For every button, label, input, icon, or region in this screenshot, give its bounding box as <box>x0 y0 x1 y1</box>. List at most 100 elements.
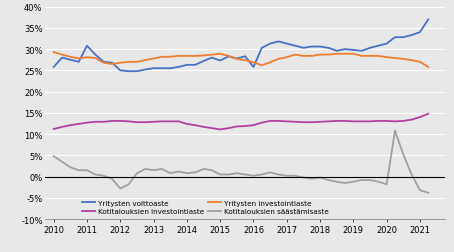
Yritysten voittoaste <box>151 68 156 71</box>
Kotitalouksien investointiaste <box>84 122 90 125</box>
Yritysten voittoaste <box>234 58 240 61</box>
Kotitalouksien investointiaste <box>259 122 265 125</box>
Kotitalouksien säästämisaste <box>118 187 123 190</box>
Kotitalouksien säästämisaste <box>375 180 381 183</box>
Yritysten investointiaste <box>359 55 365 58</box>
Yritysten investointiaste <box>251 61 256 65</box>
Yritysten investointiaste <box>118 62 123 65</box>
Kotitalouksien säästämisaste <box>151 169 156 172</box>
Legend: Yritysten voittoaste, Kotitalouksien investointiaste, Yritysten investointiaste,: Yritysten voittoaste, Kotitalouksien inv… <box>81 199 331 216</box>
Kotitalouksien investointiaste <box>226 127 231 130</box>
Kotitalouksien investointiaste <box>118 120 123 123</box>
Kotitalouksien säästämisaste <box>251 175 256 178</box>
Yritysten voittoaste <box>392 37 398 40</box>
Yritysten voittoaste <box>326 47 331 50</box>
Yritysten voittoaste <box>301 47 306 50</box>
Kotitalouksien investointiaste <box>367 120 373 123</box>
Yritysten investointiaste <box>392 57 398 60</box>
Yritysten investointiaste <box>151 58 156 61</box>
Yritysten voittoaste <box>51 66 56 69</box>
Kotitalouksien säästämisaste <box>409 173 415 176</box>
Yritysten investointiaste <box>51 51 56 54</box>
Yritysten investointiaste <box>259 65 265 68</box>
Yritysten investointiaste <box>267 61 273 65</box>
Kotitalouksien säästämisaste <box>51 155 56 158</box>
Yritysten investointiaste <box>159 56 165 59</box>
Yritysten investointiaste <box>226 55 231 58</box>
Kotitalouksien säästämisaste <box>143 168 148 171</box>
Yritysten voittoaste <box>350 49 356 52</box>
Yritysten investointiaste <box>184 55 190 58</box>
Kotitalouksien investointiaste <box>184 123 190 126</box>
Kotitalouksien investointiaste <box>267 120 273 123</box>
Yritysten voittoaste <box>292 45 298 48</box>
Kotitalouksien säästämisaste <box>276 173 281 176</box>
Yritysten voittoaste <box>159 68 165 71</box>
Kotitalouksien säästämisaste <box>242 173 248 176</box>
Yritysten voittoaste <box>59 57 65 60</box>
Kotitalouksien säästämisaste <box>284 175 290 178</box>
Yritysten voittoaste <box>201 60 206 63</box>
Yritysten voittoaste <box>226 56 231 59</box>
Yritysten investointiaste <box>176 55 181 58</box>
Line: Kotitalouksien investointiaste: Kotitalouksien investointiaste <box>54 114 428 130</box>
Yritysten investointiaste <box>76 58 81 61</box>
Kotitalouksien säästämisaste <box>417 189 423 192</box>
Yritysten investointiaste <box>417 61 423 64</box>
Yritysten voittoaste <box>76 61 81 64</box>
Kotitalouksien investointiaste <box>326 120 331 123</box>
Yritysten investointiaste <box>242 59 248 62</box>
Yritysten voittoaste <box>367 47 373 50</box>
Yritysten voittoaste <box>425 19 431 22</box>
Yritysten investointiaste <box>59 54 65 57</box>
Kotitalouksien investointiaste <box>425 113 431 116</box>
Yritysten investointiaste <box>425 66 431 69</box>
Kotitalouksien säästämisaste <box>126 183 131 186</box>
Kotitalouksien investointiaste <box>109 120 115 123</box>
Yritysten voittoaste <box>259 47 265 50</box>
Yritysten voittoaste <box>217 60 223 63</box>
Yritysten voittoaste <box>93 54 98 57</box>
Yritysten investointiaste <box>384 56 390 59</box>
Kotitalouksien investointiaste <box>59 126 65 129</box>
Yritysten investointiaste <box>201 55 206 58</box>
Yritysten investointiaste <box>101 62 106 65</box>
Kotitalouksien investointiaste <box>93 121 98 124</box>
Kotitalouksien investointiaste <box>309 121 315 124</box>
Yritysten investointiaste <box>284 56 290 59</box>
Kotitalouksien säästämisaste <box>176 170 181 173</box>
Kotitalouksien investointiaste <box>284 120 290 123</box>
Yritysten voittoaste <box>317 46 323 49</box>
Kotitalouksien investointiaste <box>292 121 298 124</box>
Yritysten investointiaste <box>367 55 373 58</box>
Kotitalouksien investointiaste <box>68 124 73 127</box>
Kotitalouksien säästämisaste <box>217 173 223 176</box>
Line: Yritysten investointiaste: Yritysten investointiaste <box>54 53 428 68</box>
Kotitalouksien investointiaste <box>217 129 223 132</box>
Yritysten voittoaste <box>176 66 181 69</box>
Kotitalouksien investointiaste <box>143 121 148 124</box>
Kotitalouksien investointiaste <box>134 121 140 124</box>
Yritysten voittoaste <box>375 45 381 48</box>
Kotitalouksien investointiaste <box>159 120 165 123</box>
Yritysten voittoaste <box>84 45 90 48</box>
Line: Kotitalouksien säästämisaste: Kotitalouksien säästämisaste <box>54 131 428 193</box>
Yritysten voittoaste <box>134 70 140 73</box>
Yritysten investointiaste <box>109 63 115 66</box>
Kotitalouksien investointiaste <box>242 125 248 128</box>
Kotitalouksien säästämisaste <box>68 166 73 169</box>
Yritysten investointiaste <box>301 55 306 58</box>
Kotitalouksien säästämisaste <box>159 168 165 171</box>
Yritysten investointiaste <box>317 54 323 57</box>
Yritysten voittoaste <box>267 43 273 46</box>
Yritysten voittoaste <box>192 64 198 67</box>
Yritysten voittoaste <box>359 50 365 53</box>
Kotitalouksien investointiaste <box>409 119 415 122</box>
Kotitalouksien investointiaste <box>400 120 406 123</box>
Kotitalouksien investointiaste <box>209 127 215 130</box>
Kotitalouksien säästämisaste <box>134 172 140 175</box>
Yritysten voittoaste <box>143 69 148 72</box>
Kotitalouksien säästämisaste <box>350 180 356 183</box>
Yritysten investointiaste <box>84 56 90 59</box>
Kotitalouksien säästämisaste <box>342 182 348 185</box>
